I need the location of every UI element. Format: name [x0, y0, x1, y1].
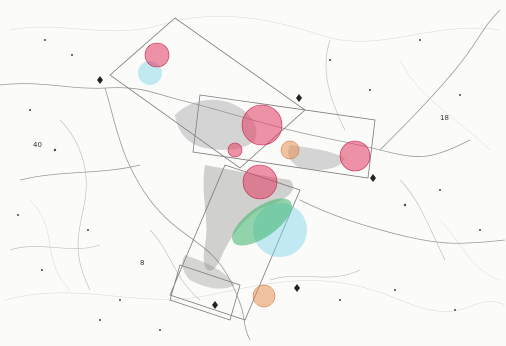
- location-markers: [97, 76, 376, 309]
- hotspot-orange[interactable]: [280, 140, 300, 160]
- location-marker-icon[interactable]: [370, 174, 376, 182]
- map-label: 8: [140, 259, 144, 267]
- hotspot-pink[interactable]: [242, 164, 278, 200]
- location-marker-icon[interactable]: [97, 76, 103, 84]
- hotspot-pink[interactable]: [339, 140, 371, 172]
- location-marker-icon[interactable]: [296, 94, 302, 102]
- hotspot-circles: [138, 42, 371, 308]
- hotspot-orange[interactable]: [252, 284, 276, 308]
- location-marker-icon[interactable]: [294, 284, 300, 292]
- map-label: 40: [33, 141, 42, 149]
- hotspot-pink[interactable]: [144, 42, 170, 68]
- contour-lines: [4, 16, 506, 312]
- hotspot-pink[interactable]: [227, 142, 243, 158]
- map-labels: 40 18 8: [33, 114, 449, 267]
- hotspot-pink[interactable]: [241, 104, 283, 146]
- map-label: 18: [440, 114, 449, 122]
- road-network: [0, 9, 506, 341]
- location-marker-icon[interactable]: [212, 301, 218, 309]
- scattered-points: [17, 39, 481, 331]
- hotspot-green[interactable]: [225, 190, 300, 255]
- survey-frames: [109, 17, 376, 321]
